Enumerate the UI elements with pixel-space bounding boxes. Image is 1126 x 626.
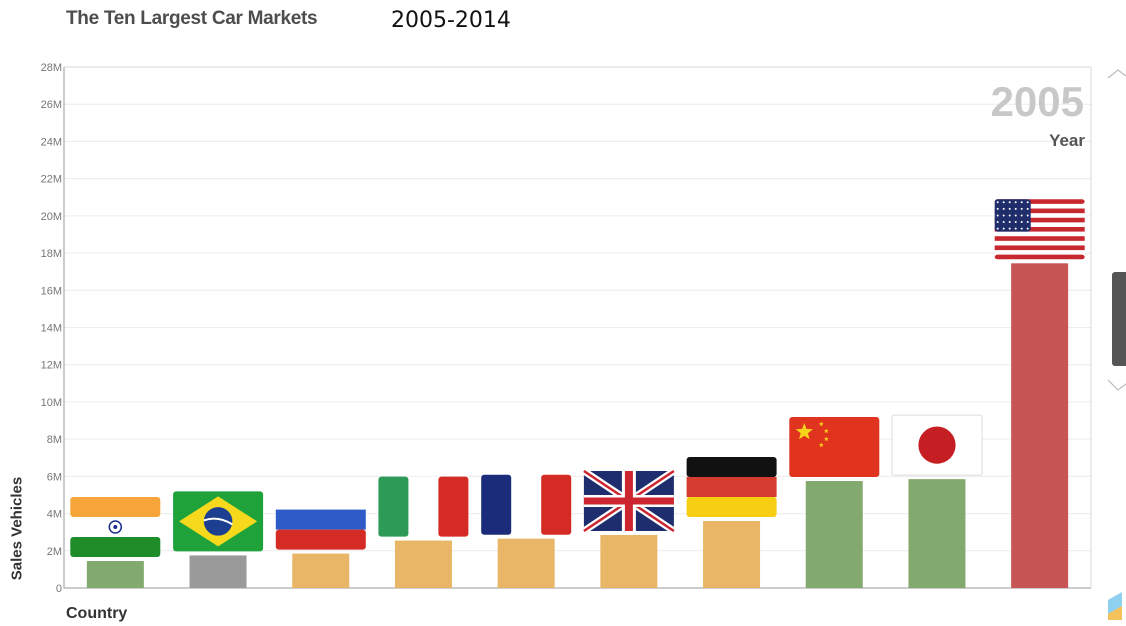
y-tick-label: 12M [41,360,62,372]
y-tick-label: 14M [41,323,62,335]
bar-united-kingdom[interactable] [600,534,658,588]
flag-italy-icon [378,476,469,537]
bar-brazil[interactable] [189,555,247,588]
y-tick-label: 22M [41,174,62,186]
flag-brazil-icon [173,491,264,552]
app-logo-icon [1108,592,1122,620]
y-tick-label: 28M [41,62,62,74]
y-tick-label: 24M [41,136,62,148]
y-tick-label: 18M [41,248,62,260]
y-tick-label: 4M [47,509,62,521]
flag-india-icon [70,497,161,557]
y-tick-label: 26M [41,99,62,111]
bar-united-states[interactable] [1011,263,1069,588]
year-slider-thumb[interactable] [1112,272,1126,366]
y-tick-label: 0 [56,583,62,595]
year-display: 2005 [990,78,1084,125]
bar-china[interactable] [805,481,863,588]
y-axis-label: Sales Vehicles [8,476,26,581]
bar-france[interactable] [497,538,555,588]
y-tick-label: 10M [41,397,62,409]
chart-subtitle: 2005-2014 [391,8,511,33]
x-axis-label: Country [66,605,128,622]
flag-uk-icon [581,468,676,534]
y-tick-label: 6M [47,471,62,483]
bar-germany[interactable] [703,521,761,588]
scroll-down-icon[interactable] [1104,374,1126,396]
flag-japan-icon [891,414,983,476]
scroll-up-icon[interactable] [1104,64,1126,86]
flag-germany-icon [686,457,777,517]
flag-russia-icon [275,489,366,550]
flag-france-icon [481,474,572,535]
bar-russia[interactable] [292,553,350,588]
flag-china-icon [789,417,880,477]
y-tick-label: 16M [41,285,62,297]
year-caption: Year [1049,131,1085,150]
bar-india[interactable] [86,561,144,588]
bar-japan[interactable] [908,479,966,588]
y-tick-label: 8M [47,434,62,446]
y-tick-label: 20M [41,211,62,223]
y-tick-label: 2M [47,546,62,558]
bar-italy[interactable] [394,540,452,588]
chart-title: The Ten Largest Car Markets [66,8,318,29]
flag-usa-icon [994,199,1085,260]
